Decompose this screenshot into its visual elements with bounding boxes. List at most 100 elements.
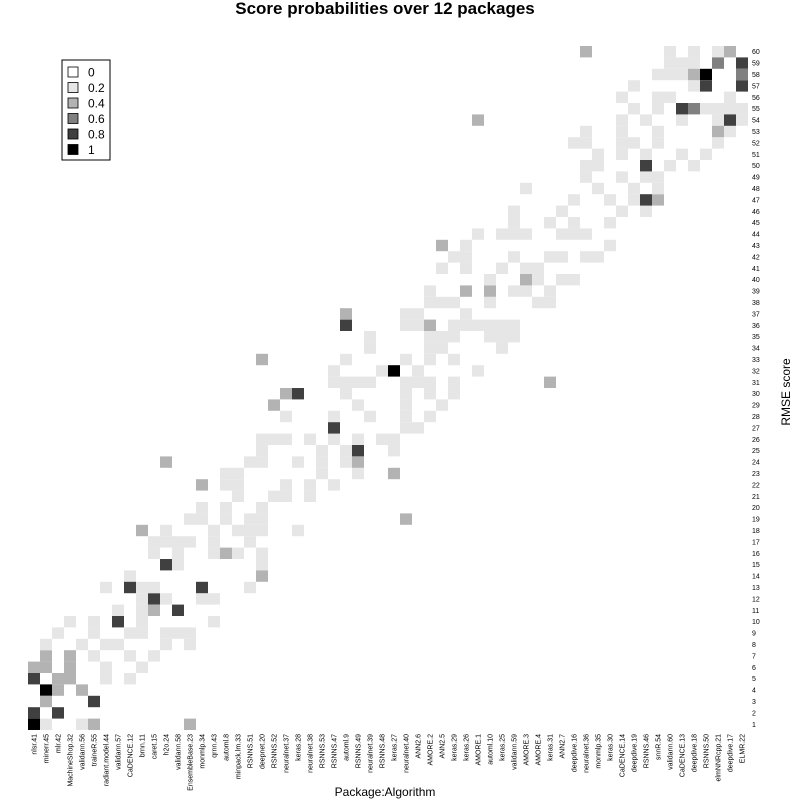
- heatmap-cell: [256, 445, 268, 457]
- heatmap-cell: [724, 125, 736, 138]
- heatmap-cell: [136, 581, 148, 594]
- heatmap-cell: [364, 410, 376, 423]
- heatmap-cell: [172, 627, 184, 639]
- y-tick-label: 49: [752, 175, 760, 182]
- heatmap-cell: [340, 353, 352, 366]
- x-tick-label: nlsr.41: [32, 734, 39, 755]
- heatmap-cell: [256, 559, 268, 571]
- heatmap-cell: [232, 479, 244, 491]
- x-tick-label: AMORE.1: [476, 734, 483, 766]
- heatmap-cell: [736, 68, 748, 81]
- heatmap-cell: [304, 433, 316, 445]
- heatmap-cell: [172, 536, 184, 548]
- x-tick-label: CaDENCE.13: [680, 734, 687, 777]
- heatmap-cell: [688, 103, 700, 115]
- heatmap-cell: [508, 319, 520, 331]
- heatmap-cell: [64, 673, 76, 685]
- heatmap-cell: [64, 650, 76, 662]
- legend-label: 0.8: [88, 128, 105, 142]
- heatmap-cell: [508, 251, 520, 263]
- heatmap-cell: [88, 616, 100, 628]
- heatmap-cell: [628, 194, 640, 206]
- heatmap-cell: [220, 502, 232, 514]
- heatmap-cell: [520, 262, 532, 274]
- heatmap-cell: [28, 661, 40, 673]
- heatmap-cell: [148, 650, 160, 662]
- heatmap-cell: [724, 114, 736, 126]
- heatmap-cell: [424, 410, 436, 423]
- heatmap-cell: [340, 445, 352, 457]
- heatmap-cell: [316, 456, 328, 468]
- heatmap-cell: [244, 513, 256, 525]
- heatmap-cell: [496, 331, 508, 343]
- heatmap-cell: [652, 137, 664, 149]
- heatmap-cell: [568, 274, 580, 286]
- heatmap-cell: [136, 661, 148, 673]
- heatmap-cell: [40, 684, 52, 696]
- y-tick-label: 60: [752, 49, 760, 56]
- heatmap-cell: [436, 399, 448, 411]
- heatmap-cell: [652, 125, 664, 138]
- y-tick-label: 41: [752, 266, 760, 273]
- y-tick-label: 45: [752, 220, 760, 227]
- heatmap-cell: [172, 547, 184, 559]
- y-tick-label: 58: [752, 72, 760, 79]
- x-tick-label: RSNNS.46: [644, 734, 651, 768]
- heatmap-cell: [640, 194, 652, 206]
- heatmap-cell: [400, 388, 412, 400]
- y-tick-label: 12: [752, 596, 760, 603]
- y-tick-label: 37: [752, 311, 760, 318]
- heatmap-cell: [664, 46, 676, 58]
- x-tick-label: monmlp.35: [596, 734, 603, 769]
- heatmap-cell: [700, 68, 712, 81]
- heatmap-cell: [184, 718, 196, 730]
- heatmap-cell: [400, 399, 412, 411]
- heatmap-cell: [256, 502, 268, 514]
- heatmap-cell: [400, 308, 412, 320]
- y-tick-label: 5: [752, 676, 756, 683]
- x-tick-label: ANN2.7: [560, 734, 567, 759]
- heatmap-cell: [268, 433, 280, 445]
- heatmap-cell: [196, 581, 208, 594]
- y-tick-label: 53: [752, 129, 760, 136]
- heatmap-cell: [160, 627, 172, 639]
- x-tick-label: deepnet.20: [260, 734, 267, 769]
- x-tick-label: validann.56: [80, 734, 87, 770]
- heatmap-cell: [472, 228, 484, 240]
- heatmap-cell: [388, 365, 400, 377]
- heatmap-cell: [436, 342, 448, 354]
- x-tick-label: RSNNS.48: [380, 734, 387, 768]
- heatmap-cell: [148, 593, 160, 605]
- heatmap-cell: [604, 194, 616, 206]
- x-tick-label: RSNNS.52: [272, 734, 279, 768]
- x-tick-label: EnsembleBase.23: [188, 734, 195, 791]
- heatmap-cell: [580, 160, 592, 172]
- heatmap-cell: [328, 410, 340, 423]
- heatmap-cell: [364, 376, 376, 388]
- heatmap-cell: [352, 376, 364, 388]
- heatmap-cell: [340, 319, 352, 331]
- heatmap-cell: [652, 91, 664, 103]
- y-tick-label: 28: [752, 414, 760, 421]
- heatmap-cell: [472, 365, 484, 377]
- x-tick-label: validann.58: [176, 734, 183, 770]
- x-tick-label: RSNNS.49: [356, 734, 363, 768]
- heatmap-cell: [532, 274, 544, 286]
- y-tick-label: 39: [752, 289, 760, 296]
- x-tick-label: keras.25: [500, 734, 507, 761]
- y-tick-label: 22: [752, 482, 760, 489]
- heatmap-cell: [592, 160, 604, 172]
- x-tick-label: ANN2.5: [440, 734, 447, 759]
- heatmap-cell: [556, 251, 568, 263]
- heatmap-cell: [280, 410, 292, 423]
- heatmap-cell: [520, 228, 532, 240]
- heatmap-cell: [184, 513, 196, 525]
- heatmap-cell: [520, 274, 532, 286]
- y-tick-label: 55: [752, 106, 760, 113]
- y-tick-label: 17: [752, 539, 760, 546]
- heatmap-cell: [616, 171, 628, 183]
- heatmap-cell: [352, 445, 364, 457]
- y-tick-label: 57: [752, 83, 760, 90]
- heatmap-cell: [112, 616, 124, 628]
- heatmap-cell: [160, 524, 172, 537]
